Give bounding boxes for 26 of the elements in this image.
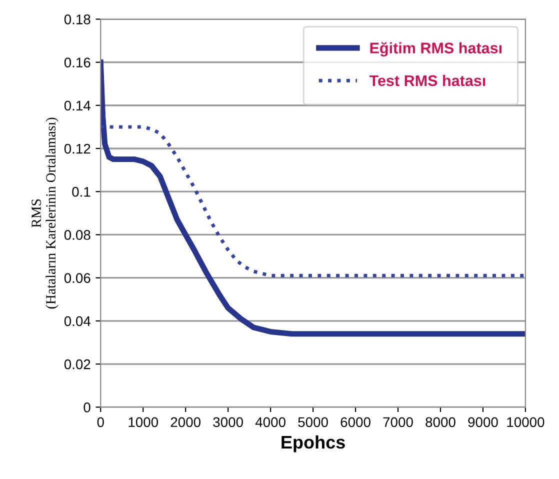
x-tick-label: 1000 [128, 417, 158, 428]
y-tick-label: 0.18 [64, 14, 90, 24]
x-tick-label: 3000 [213, 417, 243, 428]
x-tick-label: 8000 [426, 417, 456, 428]
x-tick-label: 5000 [298, 417, 328, 428]
y-tick-label: 0.06 [64, 273, 90, 283]
x-tick-label: 7000 [383, 417, 413, 428]
y-tick-label: 0.08 [64, 230, 90, 240]
x-axis-title: Epohcs [282, 435, 345, 452]
y-tick-label: 0.02 [64, 359, 90, 370]
x-tick-label: 9000 [468, 417, 498, 428]
y-tick-label: 0.04 [64, 316, 90, 326]
x-tick-label: 2000 [170, 417, 200, 428]
x-tick-label: 10000 [507, 417, 544, 428]
x-tick-label: 0 [97, 417, 104, 428]
y-tick-label: 0.16 [64, 58, 90, 68]
legend-label: Eğitim RMS hatası [370, 42, 502, 57]
y-axis-title: RMS (Hataların Karelerinin Ortalaması) [32, 118, 58, 309]
x-tick-label: 4000 [255, 417, 286, 428]
y-tick-label: 0.1 [72, 186, 90, 197]
y-tick-label: 0.12 [64, 144, 90, 154]
line-series [100, 125, 526, 278]
x-tick-label: 6000 [340, 417, 370, 428]
y-tick-label: 0 [84, 402, 90, 412]
y-tick-label: 0.14 [64, 100, 90, 111]
legend-label: Test RMS hatası [369, 74, 486, 86]
